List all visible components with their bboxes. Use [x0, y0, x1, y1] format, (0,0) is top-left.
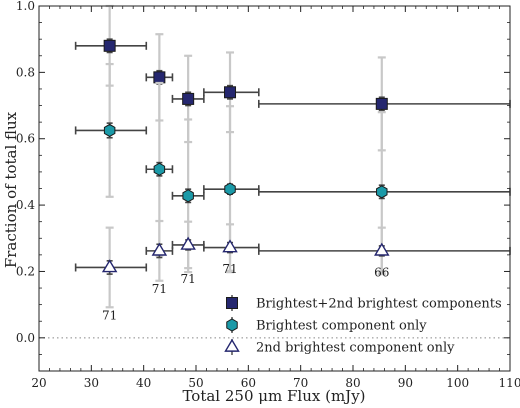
y-tick-label: 0.4 [16, 198, 35, 212]
plot-area: 71 71 71 71 66 [39, 4, 511, 339]
legend-entry-3: 2nd brightest component only [224, 338, 455, 356]
data-point-hexagon [103, 123, 116, 138]
count-label: 71 [222, 262, 237, 276]
legend-entry-1: Brightest+2nd brightest components [226, 295, 502, 312]
legend-marker-triangle [224, 338, 240, 352]
y-tick-label: 0.8 [16, 65, 35, 79]
x-tick-label: 20 [31, 376, 46, 390]
data-point-hexagon [153, 162, 166, 176]
data-point-triangle [222, 239, 238, 253]
legend: Brightest+2nd brightest components Bright… [224, 295, 502, 356]
x-tick-label: 40 [136, 376, 151, 390]
x-tick-label: 100 [446, 376, 469, 390]
data-point-square [224, 86, 237, 99]
data-point-square [153, 71, 166, 84]
y-tick-label: 0.2 [16, 264, 35, 278]
x-tick-label: 70 [293, 376, 308, 390]
series-3 [74, 219, 511, 309]
y-tick-label: 1.0 [16, 0, 35, 13]
count-label: 71 [181, 272, 196, 286]
y-tick-label: 0.0 [16, 331, 35, 345]
x-tick-label: 110 [499, 376, 520, 390]
axes: 20 30 40 50 60 70 80 90 100 110 0.0 0.2 0.4 0.6 0.8 1.0 [16, 0, 520, 390]
count-label: 71 [152, 282, 167, 296]
x-tick-label: 50 [188, 376, 203, 390]
data-point-hexagon [182, 189, 194, 203]
data-point-square [375, 97, 388, 110]
x-tick-label: 80 [345, 376, 360, 390]
data-point-triangle [374, 242, 390, 256]
legend-label: 2nd brightest component only [256, 341, 455, 356]
y-tick-label: 0.6 [16, 132, 35, 146]
x-axis-label: Total 250 μm Flux (mJy) [182, 387, 365, 405]
data-point-hexagon [376, 185, 388, 199]
count-label: 71 [102, 309, 117, 323]
series-2 [74, 62, 511, 274]
legend-entry-2: Brightest component only [226, 317, 427, 334]
series-1 [74, 4, 511, 152]
data-point-square [103, 39, 116, 52]
legend-marker-square [226, 297, 238, 309]
x-tick-label: 90 [398, 376, 413, 390]
y-axis-label: Fraction of total flux [2, 111, 20, 268]
data-point-square [182, 92, 195, 105]
data-point-hexagon [224, 182, 236, 196]
count-label: 66 [374, 265, 389, 279]
data-point-triangle [180, 236, 196, 250]
legend-marker-hexagon [226, 318, 238, 332]
x-tick-label: 30 [84, 376, 99, 390]
legend-label: Brightest+2nd brightest components [256, 297, 502, 312]
data-point-triangle [151, 242, 168, 256]
data-point-triangle [101, 259, 118, 273]
legend-label: Brightest component only [256, 319, 427, 334]
x-tick-label: 60 [241, 376, 256, 390]
